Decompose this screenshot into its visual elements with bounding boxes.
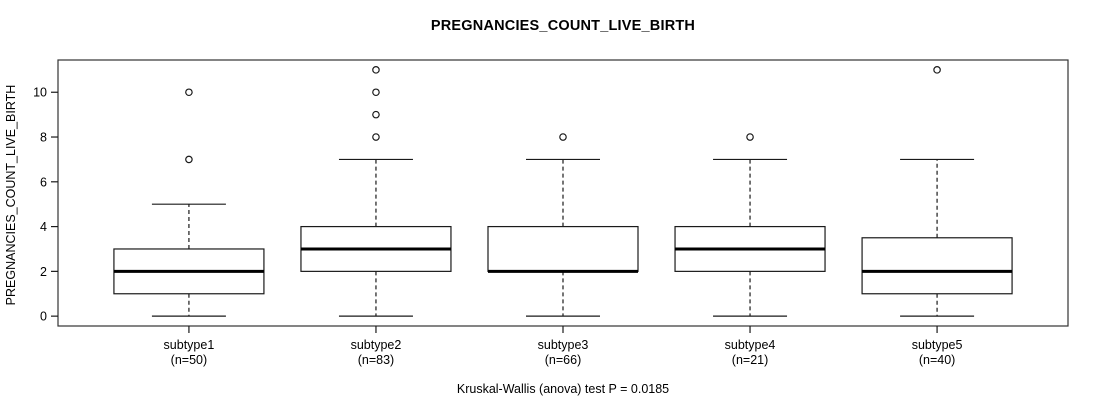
x-tick-label-subtype: subtype5 [912,338,963,352]
y-tick-label: 10 [33,86,47,100]
box-group-subtype1 [113,88,265,317]
outlier-point [933,66,941,74]
x-tick-label-count: (n=66) [545,353,581,367]
x-tick-label-subtype: subtype3 [538,338,589,352]
x-tick-label-subtype: subtype1 [164,338,215,352]
outlier-point [185,155,193,164]
y-tick-label: 6 [40,175,47,189]
outlier-point [372,110,380,119]
x-tick-label-count: (n=50) [171,353,207,367]
statistical-test-footnote: Kruskal-Wallis (anova) test P = 0.0185 [456,382,670,396]
x-tick-label-count: (n=83) [358,353,394,367]
y-tick-label: 2 [40,265,47,279]
x-tick-label-count: (n=21) [732,353,768,367]
outlier-point [372,66,380,74]
outlier-point [559,133,567,141]
y-tick-label: 4 [40,220,47,234]
box-group-subtype5 [861,66,1013,317]
iqr-box [861,237,1013,295]
outlier-point [185,88,193,97]
x-tick-label-subtype: subtype2 [351,338,402,352]
box-group-subtype4 [674,133,826,317]
outlier-point [372,133,380,141]
box-group-subtype3 [487,133,639,317]
x-tick-label-count: (n=40) [919,353,955,367]
x-tick-label-subtype: subtype4 [725,338,776,352]
iqr-box [487,225,639,272]
y-tick-label: 8 [40,131,47,145]
outlier-point [372,88,380,97]
outlier-point [746,133,754,141]
chart-title: PREGNANCIES_COUNT_LIVE_BIRTH [430,18,696,34]
box-group-subtype2 [300,66,452,317]
y-tick-label: 0 [40,310,47,324]
